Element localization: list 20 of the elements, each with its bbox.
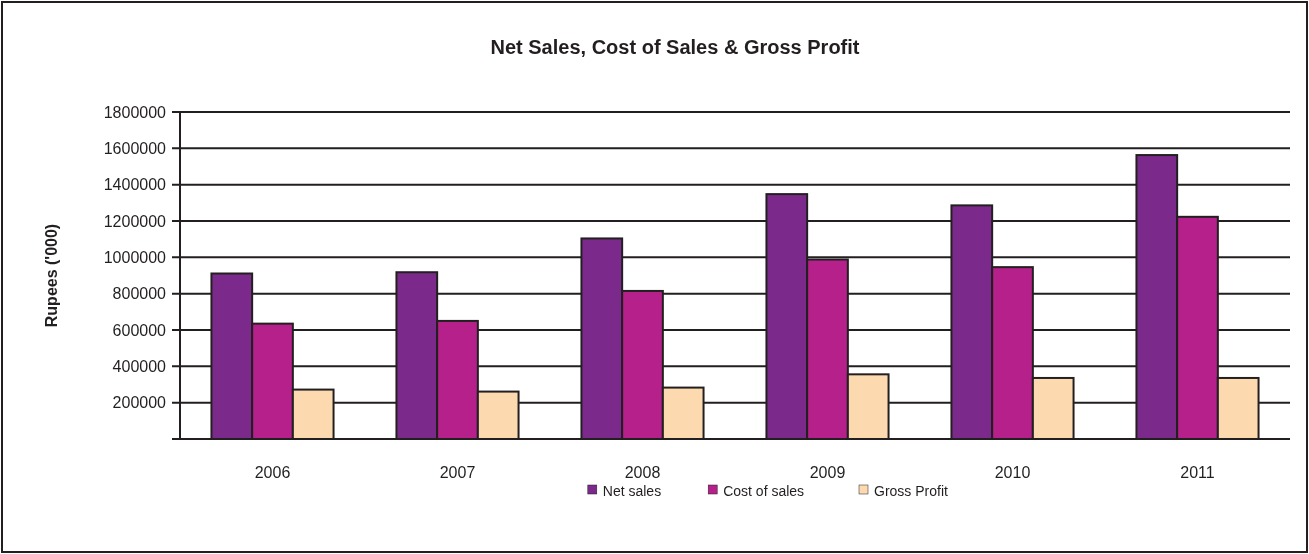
y-tick-label: 1800000 bbox=[103, 103, 167, 121]
legend-label: Cost of sales bbox=[723, 482, 805, 499]
y-tick-label: 600000 bbox=[112, 321, 167, 339]
y-tick-label: 1400000 bbox=[103, 176, 167, 194]
y-tick-label: 1200000 bbox=[103, 212, 167, 230]
chart-title: Net Sales, Cost of Sales & Gross Profit bbox=[490, 36, 860, 58]
x-tick-label: 2010 bbox=[994, 464, 1031, 481]
y-tick-label: 200000 bbox=[112, 394, 167, 412]
y-tick-label: 400000 bbox=[112, 357, 167, 375]
legend-label: Gross Profit bbox=[874, 482, 949, 499]
x-tick-label: 2007 bbox=[439, 464, 476, 481]
x-tick-label: 2008 bbox=[624, 464, 661, 481]
x-tick-label: 2006 bbox=[254, 464, 291, 481]
y-axis-title: Rupees ('000) bbox=[43, 223, 60, 328]
legend-label: Net sales bbox=[602, 482, 662, 499]
x-tick-label: 2011 bbox=[1180, 464, 1215, 481]
y-tick-label: 1600000 bbox=[103, 139, 167, 157]
y-tick-label: 1000000 bbox=[103, 248, 167, 266]
y-tick-label: 800000 bbox=[112, 285, 167, 303]
x-tick-label: 2009 bbox=[809, 464, 846, 481]
